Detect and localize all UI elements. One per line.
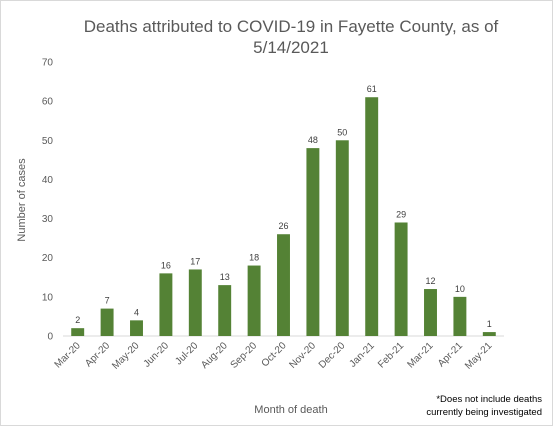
data-label: 2: [75, 315, 80, 325]
bar: [247, 265, 261, 336]
x-tick-label: Jan-21: [347, 340, 377, 370]
data-label: 48: [308, 135, 318, 145]
x-tick-label: Apr-20: [83, 340, 112, 369]
x-tick-label: Dec-20: [317, 340, 348, 371]
y-axis-title: Number of cases: [16, 158, 28, 242]
bar: [394, 222, 408, 336]
data-label: 7: [105, 296, 110, 306]
bar: [424, 289, 437, 336]
bar: [365, 97, 379, 336]
x-tick-label: Feb-21: [376, 340, 406, 370]
y-tick-label: 30: [42, 214, 54, 225]
x-tick-label: Jun-20: [142, 340, 172, 370]
data-label: 61: [367, 84, 377, 94]
bar: [453, 296, 467, 336]
x-tick-label: Nov-20: [287, 340, 318, 371]
bar: [277, 234, 290, 336]
data-label: 17: [190, 256, 200, 266]
bar: [188, 269, 202, 336]
data-label: 12: [425, 276, 435, 286]
bar: [306, 148, 320, 336]
data-labels: 2 7 4 16 17 13 18 26 48 50 61 29 12 10 1: [75, 84, 492, 329]
x-tick-label: May-20: [110, 340, 142, 372]
y-tick-label: 20: [42, 253, 54, 264]
x-tick-label: Apr-21: [436, 340, 465, 369]
y-tick-label: 10: [42, 292, 54, 303]
data-label: 10: [455, 284, 465, 294]
bar: [71, 328, 85, 336]
footnote-line-2: currently being investigated: [426, 407, 542, 418]
x-tick-label: Mar-20: [53, 340, 83, 370]
bar: [100, 308, 114, 336]
x-tick-label: Jul-20: [173, 340, 200, 367]
footnote-line-1: *Does not include deaths: [436, 394, 542, 405]
bars-group: [71, 97, 496, 336]
x-tick-label: Oct-20: [260, 340, 289, 369]
x-axis-title: Month of death: [254, 404, 327, 416]
bar: [159, 273, 173, 336]
data-label: 13: [220, 272, 230, 282]
bar: [482, 332, 496, 336]
x-tick-label: Sep-20: [229, 340, 260, 371]
y-tick-label: 50: [42, 136, 54, 147]
chart-title-line-1: Deaths attributed to COVID-19 in Fayette…: [84, 17, 499, 36]
bar: [130, 320, 143, 336]
x-tick-label: Aug-20: [199, 340, 230, 371]
x-tick-label: Mar-21: [405, 340, 435, 370]
x-tick-label: May-21: [463, 340, 495, 372]
bar: [335, 140, 349, 336]
data-label: 26: [278, 221, 288, 231]
bar: [218, 285, 232, 336]
data-label: 16: [161, 260, 171, 270]
data-label: 29: [396, 209, 406, 219]
data-label: 4: [134, 307, 139, 317]
data-label: 18: [249, 253, 259, 263]
y-tick-label: 60: [42, 97, 54, 108]
chart-title-line-2: 5/14/2021: [253, 38, 329, 57]
data-label: 50: [337, 127, 347, 137]
y-tick-label: 0: [47, 332, 53, 343]
y-tick-label: 40: [42, 175, 54, 186]
y-tick-label: 70: [42, 58, 54, 69]
data-label: 1: [487, 319, 492, 329]
